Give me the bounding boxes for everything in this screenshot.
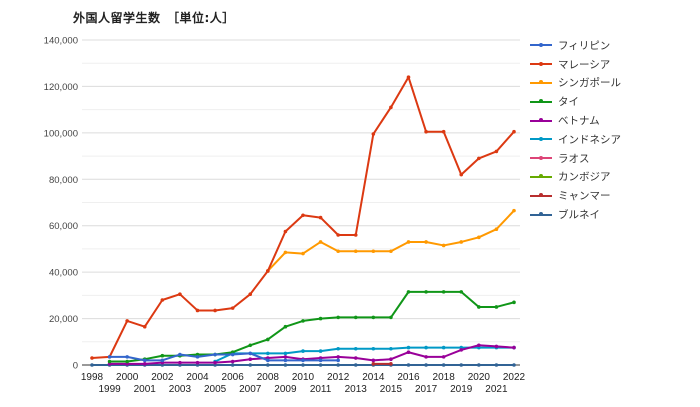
series-line: [214, 346, 514, 363]
gridlines: [82, 39, 520, 343]
legend-item[interactable]: カンボジア: [530, 168, 621, 187]
x-tick-label: 2006: [222, 372, 245, 383]
legend-line-icon: [530, 80, 552, 85]
legend-item[interactable]: ミャンマー: [530, 186, 621, 205]
x-tick-label: 2011: [310, 384, 332, 395]
x-tick-label: 2016: [397, 372, 420, 383]
series-ベトナム: [107, 343, 516, 366]
legend-label: ブルネイ: [558, 209, 600, 222]
y-tick-label: 80,000: [49, 175, 78, 186]
x-tick-label: 1999: [98, 384, 121, 395]
x-tick-label: 2008: [257, 372, 280, 383]
x-tick-label: 2004: [186, 372, 209, 383]
legend-line-icon: [530, 118, 552, 123]
y-tick-label: 140,000: [44, 36, 78, 47]
legend-item[interactable]: マレーシア: [530, 55, 621, 74]
x-tick-label: 2021: [485, 384, 508, 395]
series-ミャンマー: [371, 362, 393, 366]
x-tick-label: 2009: [274, 384, 297, 395]
x-tick-label: 2018: [433, 372, 456, 383]
legend-label: マレーシア: [558, 58, 611, 71]
legend-line-icon: [530, 212, 552, 217]
legend-label: ミャンマー: [558, 190, 611, 203]
y-axis: 0 20,000 40,000 60,000 80,000 100,000 120,000 1…: [44, 36, 78, 372]
x-tick-label: 2010: [292, 372, 315, 383]
legend-line-icon: [530, 174, 552, 179]
chart-title: 外国人留学生数 ［単位:人］: [73, 11, 235, 25]
x-axis: 1998199920002001200220032004200520062007…: [81, 364, 526, 395]
x-tick-label: 2022: [503, 372, 526, 383]
legend-line-icon: [530, 136, 552, 141]
x-tick-label: 2007: [239, 384, 262, 395]
legend-line-icon: [530, 193, 552, 198]
x-tick-label: 2002: [151, 372, 174, 383]
series-フィリピン: [107, 351, 340, 363]
y-tick-label: 120,000: [44, 82, 78, 93]
x-tick-label: 2013: [345, 384, 368, 395]
series-line: [91, 76, 515, 360]
legend-item[interactable]: インドネシア: [530, 130, 621, 149]
legend-item[interactable]: タイ: [530, 92, 621, 111]
legend-line-icon: [530, 99, 552, 104]
x-tick-label: 2019: [450, 384, 473, 395]
legend-label: シンガポール: [558, 77, 621, 90]
series-line: [109, 344, 515, 365]
x-tick-label: 2014: [362, 372, 385, 383]
x-tick-label: 2003: [169, 384, 192, 395]
y-tick-label: 20,000: [49, 314, 78, 325]
y-tick-label: 0: [73, 361, 78, 372]
series-ブルネイ: [90, 363, 516, 367]
x-tick-label: 2001: [134, 384, 157, 395]
legend-line-icon: [530, 61, 552, 66]
x-tick-label: 2020: [468, 372, 491, 383]
x-tick-label: 1998: [81, 372, 104, 383]
y-tick-label: 60,000: [49, 221, 78, 232]
legend-label: ラオス: [558, 152, 590, 165]
series-line: [267, 209, 515, 272]
legend-line-icon: [530, 155, 552, 160]
legend-label: タイ: [558, 96, 579, 109]
legend-label: ベトナム: [558, 115, 600, 128]
series-line: [109, 352, 339, 362]
legend-label: フィリピン: [558, 39, 611, 52]
legend-line-icon: [530, 42, 552, 47]
legend-item[interactable]: ベトナム: [530, 111, 621, 130]
legend-label: カンボジア: [558, 171, 611, 184]
y-tick-label: 100,000: [44, 128, 78, 139]
x-tick-label: 2017: [415, 384, 438, 395]
series-シンガポール: [266, 208, 516, 273]
x-tick-label: 2000: [116, 372, 139, 383]
x-tick-label: 2015: [380, 384, 403, 395]
legend: フィリピンマレーシアシンガポール タイベトナムインドネシア ラオスカンボジアミャンマ…: [530, 36, 621, 224]
y-tick-label: 40,000: [49, 268, 78, 279]
legend-item[interactable]: ラオス: [530, 149, 621, 168]
x-tick-label: 2012: [327, 372, 350, 383]
series-マレーシア: [90, 75, 516, 360]
x-tick-label: 2005: [204, 384, 227, 395]
legend-item[interactable]: シンガポール: [530, 74, 621, 93]
series-lines: [90, 75, 516, 367]
legend-label: インドネシア: [558, 133, 621, 146]
legend-item[interactable]: フィリピン: [530, 36, 621, 55]
legend-item[interactable]: ブルネイ: [530, 205, 621, 224]
